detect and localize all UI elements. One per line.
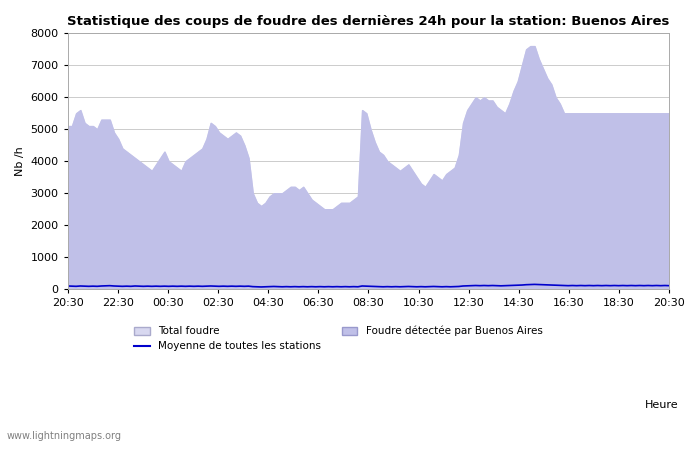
- Legend: Total foudre, Moyenne de toutes les stations, Foudre détectée par Buenos Aires: Total foudre, Moyenne de toutes les stat…: [130, 322, 547, 356]
- Moyenne de toutes les stations: [665, 283, 673, 288]
- Y-axis label: Nb /h: Nb /h: [15, 146, 25, 176]
- Moyenne de toutes les stations: [564, 283, 573, 288]
- Moyenne de toutes les stations: [257, 284, 265, 290]
- Moyenne de toutes les stations: [64, 284, 72, 289]
- Moyenne de toutes les stations: [497, 283, 505, 288]
- Moyenne de toutes les stations: [531, 282, 539, 287]
- Line: Moyenne de toutes les stations: Moyenne de toutes les stations: [68, 284, 669, 287]
- Moyenne de toutes les stations: [106, 283, 114, 288]
- Title: Statistique des coups de foudre des dernières 24h pour la station: Buenos Aires: Statistique des coups de foudre des dern…: [67, 15, 670, 28]
- Text: Heure: Heure: [645, 400, 679, 410]
- Text: www.lightningmaps.org: www.lightningmaps.org: [7, 431, 122, 441]
- Moyenne de toutes les stations: [152, 284, 160, 289]
- Moyenne de toutes les stations: [248, 284, 257, 289]
- Moyenne de toutes les stations: [556, 283, 564, 288]
